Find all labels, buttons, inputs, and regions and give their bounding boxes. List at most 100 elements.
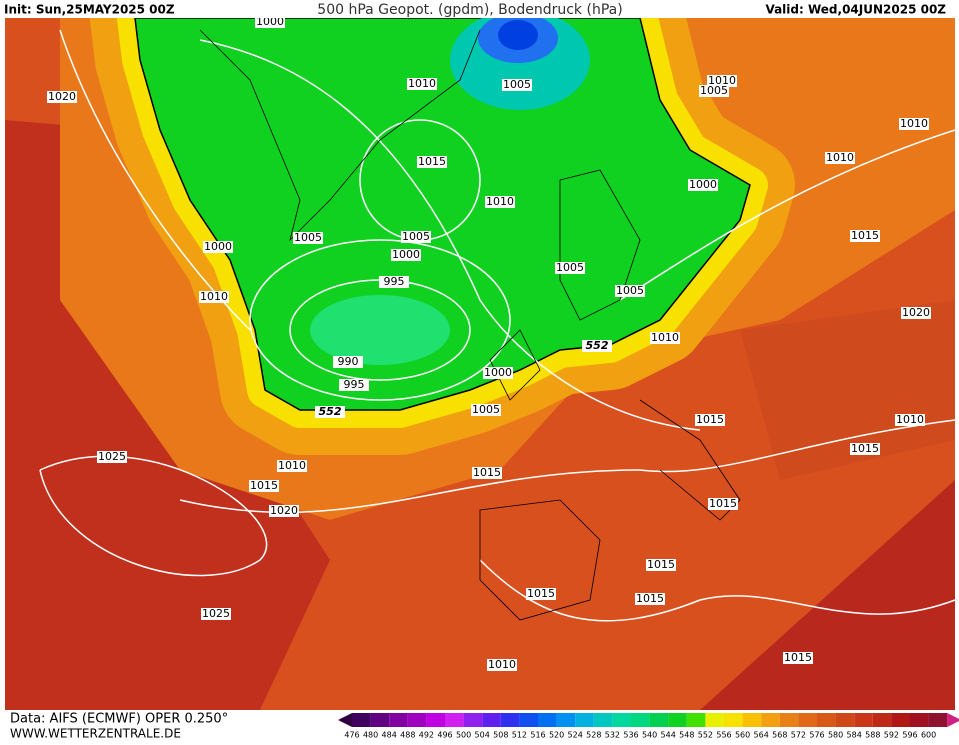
label-bg	[201, 608, 231, 620]
cbar-label: 528	[586, 731, 601, 740]
cbar-label: 596	[902, 731, 917, 740]
isobar-label: 1010	[896, 413, 924, 426]
isobar-label: 1000	[392, 248, 420, 261]
isobar-label: 552	[586, 339, 609, 352]
label-bg	[97, 451, 127, 463]
cbar-swatch	[500, 713, 520, 727]
isobar-label: 1005	[616, 284, 644, 297]
isobar-label: 1015	[527, 587, 555, 600]
isobar-label: 1005	[402, 230, 430, 243]
cbar-label: 504	[475, 731, 490, 740]
cbar-label: 496	[437, 731, 452, 740]
cbar-label: 580	[828, 731, 843, 740]
cbar-label: 484	[382, 731, 397, 740]
label-bg	[255, 16, 285, 28]
label-bg	[401, 231, 431, 243]
cbar-swatch	[463, 713, 483, 727]
label-bg	[899, 118, 929, 130]
cbar-label: 544	[661, 731, 676, 740]
cbar-swatch	[798, 713, 817, 727]
label-bg	[47, 91, 77, 103]
label-bg	[391, 249, 421, 261]
label-bg	[339, 379, 369, 391]
isobar-label: 995	[344, 378, 365, 391]
cbar-swatch	[426, 713, 445, 727]
label-bg	[555, 262, 585, 274]
cbar-swatch	[649, 713, 669, 727]
label-bg	[707, 75, 737, 87]
map-field	[5, 0, 956, 710]
cbar-swatch	[352, 713, 371, 727]
isobar-label: 552	[319, 405, 342, 418]
cbar-label: 524	[568, 731, 583, 740]
isobar-label: 1000	[484, 366, 512, 379]
footer-url: WWW.WETTERZENTRALE.DE	[10, 727, 181, 741]
isobar-label: 1015	[784, 651, 812, 664]
cbar-label: 584	[847, 731, 862, 740]
field-blue-core	[498, 20, 538, 50]
label-bg	[850, 443, 880, 455]
label-bg	[646, 559, 676, 571]
cbar-swatch	[389, 713, 408, 727]
label-bg	[615, 285, 645, 297]
label-bg	[487, 659, 517, 671]
cbar-swatch	[742, 713, 762, 727]
cbar-label: 516	[530, 731, 545, 740]
cbar-swatch	[519, 713, 538, 727]
cbar-label: 520	[549, 731, 564, 740]
cbar-label: 532	[605, 731, 620, 740]
isobar-label: 1005	[503, 78, 531, 91]
map-title: 500 hPa Geopot. (gpdm), Bodendruck (hPa)	[317, 2, 622, 18]
label-bg	[471, 404, 501, 416]
label-bg	[688, 179, 718, 191]
cbar-swatch	[370, 713, 390, 727]
label-bg	[249, 480, 279, 492]
cbar-swatch	[575, 713, 594, 727]
label-bg	[635, 593, 665, 605]
isobar-label: 1010	[408, 77, 436, 90]
isobar-label: 1010	[651, 331, 679, 344]
cbar-swatch	[761, 713, 780, 727]
isobar-label: 990	[338, 355, 359, 368]
cbar-label: 480	[363, 731, 378, 740]
label-bg	[708, 498, 738, 510]
isobar-label: 1010	[486, 195, 514, 208]
isobar-label: 1025	[202, 607, 230, 620]
isobar-label: 1015	[473, 466, 501, 479]
isobar-label: 1015	[636, 592, 664, 605]
isobar-label: 1015	[696, 413, 724, 426]
cbar-swatch	[556, 713, 576, 727]
isobar-label: 1005	[700, 84, 728, 97]
label-bg	[379, 276, 409, 288]
cbar-label: 488	[400, 731, 415, 740]
isobar-label: 1015	[418, 155, 446, 168]
cbar-swatch	[705, 713, 724, 727]
footer-data: Data: AIFS (ECMWF) OPER 0.250°	[10, 712, 228, 727]
isobar-label: 1010	[200, 290, 228, 303]
cbar-swatch	[928, 713, 948, 727]
cbar-arrow	[947, 713, 959, 727]
init-text: Init: Sun,25MAY2025 00Z	[4, 3, 175, 17]
cbar-label: 560	[735, 731, 750, 740]
field-dark	[700, 480, 955, 710]
cbar-label: 568	[772, 731, 787, 740]
isobar-label: 995	[384, 275, 405, 288]
field-low	[310, 295, 450, 365]
label-bg	[277, 460, 307, 472]
isobar-label: 1010	[900, 117, 928, 130]
label-bg	[699, 85, 729, 97]
isobar-label: 1010	[278, 459, 306, 472]
cbar-label: 536	[623, 731, 638, 740]
label-bg	[293, 232, 323, 244]
isobar-label: 1000	[204, 240, 232, 253]
cbar-swatch	[668, 713, 687, 727]
isobar-label: 1010	[488, 658, 516, 671]
valid-text: Valid: Wed,04JUN2025 00Z	[765, 3, 946, 17]
coastlines	[199, 29, 741, 621]
isobar-label: 1010	[826, 151, 854, 164]
cbar-swatch	[407, 713, 427, 727]
isobar-label: 1015	[250, 479, 278, 492]
label-bg	[650, 332, 680, 344]
label-bg	[825, 152, 855, 164]
